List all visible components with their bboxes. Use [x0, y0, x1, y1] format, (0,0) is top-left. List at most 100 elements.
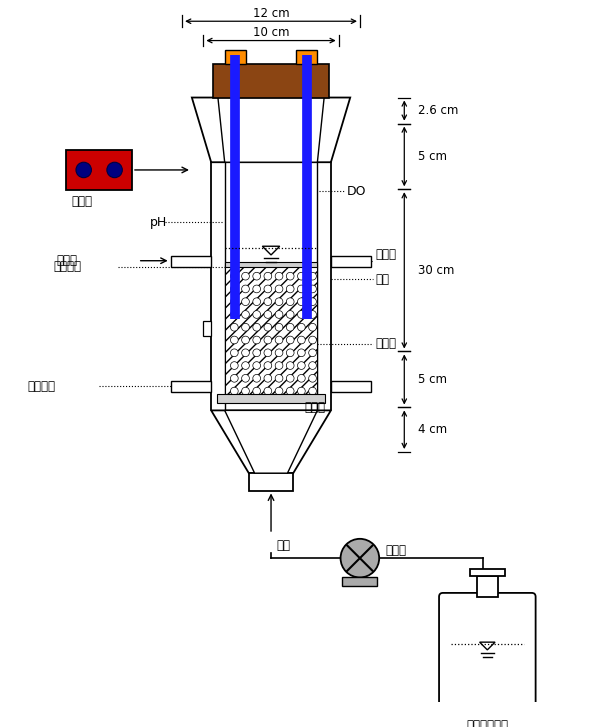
- Circle shape: [264, 273, 272, 280]
- Circle shape: [264, 349, 272, 357]
- Text: 10 cm: 10 cm: [253, 26, 289, 39]
- Circle shape: [298, 310, 305, 318]
- Bar: [249, 473, 293, 491]
- Bar: [217, 394, 325, 403]
- Circle shape: [286, 273, 294, 280]
- Circle shape: [286, 349, 294, 357]
- Circle shape: [275, 298, 283, 305]
- Circle shape: [286, 310, 294, 318]
- Circle shape: [253, 362, 260, 369]
- Text: 2.6 cm: 2.6 cm: [418, 104, 458, 117]
- Bar: [203, 321, 211, 336]
- Circle shape: [308, 336, 316, 344]
- Circle shape: [264, 324, 272, 331]
- Circle shape: [242, 310, 250, 318]
- Circle shape: [242, 349, 250, 357]
- Circle shape: [264, 298, 272, 305]
- Circle shape: [308, 298, 316, 305]
- Circle shape: [308, 273, 316, 280]
- Circle shape: [76, 162, 91, 177]
- Circle shape: [242, 374, 250, 382]
- Circle shape: [286, 336, 294, 344]
- Polygon shape: [218, 97, 324, 162]
- Bar: [331, 382, 371, 392]
- Circle shape: [286, 324, 294, 331]
- Text: 5 cm: 5 cm: [418, 150, 447, 163]
- Text: pH: pH: [151, 216, 167, 228]
- Circle shape: [253, 336, 260, 344]
- Circle shape: [298, 285, 305, 293]
- Text: 5 cm: 5 cm: [418, 373, 447, 386]
- Text: 流出物: 流出物: [56, 254, 77, 268]
- Circle shape: [230, 362, 238, 369]
- Circle shape: [253, 310, 260, 318]
- Circle shape: [286, 298, 294, 305]
- Text: 4 cm: 4 cm: [418, 423, 447, 436]
- Circle shape: [264, 362, 272, 369]
- Bar: [170, 256, 211, 267]
- Circle shape: [298, 336, 305, 344]
- Text: 塑料筛板: 塑料筛板: [54, 260, 82, 273]
- Circle shape: [230, 324, 238, 331]
- Circle shape: [253, 298, 260, 305]
- Circle shape: [253, 374, 260, 382]
- Circle shape: [230, 273, 238, 280]
- Circle shape: [242, 273, 250, 280]
- Circle shape: [230, 349, 238, 357]
- Circle shape: [253, 387, 260, 395]
- Text: DO: DO: [346, 185, 366, 198]
- Circle shape: [298, 273, 305, 280]
- Bar: [477, 576, 498, 597]
- Circle shape: [264, 387, 272, 395]
- Text: 30 cm: 30 cm: [418, 264, 454, 277]
- Circle shape: [275, 362, 283, 369]
- Circle shape: [308, 310, 316, 318]
- Circle shape: [253, 324, 260, 331]
- Circle shape: [298, 349, 305, 357]
- Text: 12 cm: 12 cm: [253, 7, 289, 20]
- Bar: [470, 569, 505, 576]
- Circle shape: [308, 324, 316, 331]
- Circle shape: [308, 285, 316, 293]
- Circle shape: [298, 362, 305, 369]
- Text: 进料泵: 进料泵: [385, 544, 406, 557]
- Circle shape: [275, 324, 283, 331]
- Circle shape: [230, 310, 238, 318]
- Text: 塑料板: 塑料板: [305, 401, 326, 414]
- Bar: [170, 382, 211, 392]
- Bar: [213, 64, 329, 97]
- Text: 水套: 水套: [376, 273, 389, 286]
- Circle shape: [308, 362, 316, 369]
- Circle shape: [230, 336, 238, 344]
- Text: 循环套: 循环套: [376, 249, 397, 262]
- Polygon shape: [211, 411, 331, 473]
- Circle shape: [275, 310, 283, 318]
- Circle shape: [264, 285, 272, 293]
- Bar: [331, 256, 371, 267]
- Text: 纺织染料废水: 纺织染料废水: [466, 719, 508, 727]
- Circle shape: [275, 336, 283, 344]
- Circle shape: [286, 387, 294, 395]
- Circle shape: [242, 298, 250, 305]
- Circle shape: [275, 349, 283, 357]
- Circle shape: [298, 298, 305, 305]
- Bar: [67, 150, 132, 190]
- FancyBboxPatch shape: [439, 593, 536, 712]
- Text: 活性炭: 活性炭: [376, 337, 397, 350]
- Bar: [343, 577, 377, 586]
- Text: 进水: 进水: [277, 539, 291, 552]
- Circle shape: [308, 374, 316, 382]
- Circle shape: [341, 539, 379, 577]
- Polygon shape: [192, 97, 350, 162]
- Circle shape: [298, 324, 305, 331]
- Bar: [296, 50, 317, 64]
- Circle shape: [264, 310, 272, 318]
- Circle shape: [107, 162, 122, 177]
- Circle shape: [308, 387, 316, 395]
- Circle shape: [275, 273, 283, 280]
- Circle shape: [275, 374, 283, 382]
- Circle shape: [242, 362, 250, 369]
- Text: 空气泵: 空气泵: [71, 196, 92, 209]
- Bar: [224, 50, 246, 64]
- Circle shape: [230, 387, 238, 395]
